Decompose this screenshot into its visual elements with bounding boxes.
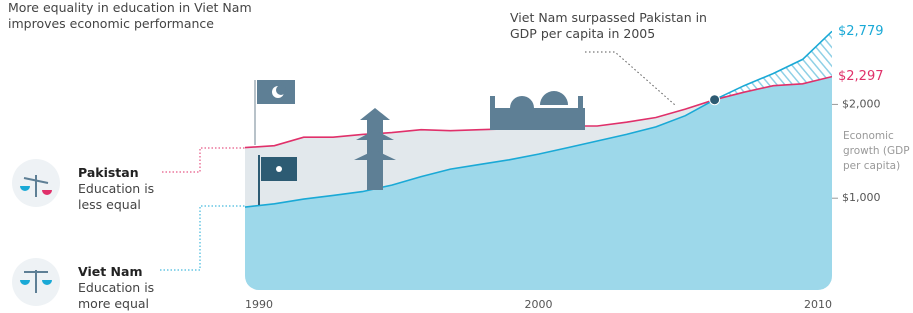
value-label: $2,297 — [838, 69, 884, 84]
infographic: $2,297 $2,779 $1,000 $2,000 1990 2000 2010 Mor… — [0, 0, 913, 313]
annotation: Viet Nam surpassed Pakistan in GDP per c… — [510, 10, 710, 42]
legend-label: Viet Nam — [78, 264, 142, 280]
legend-label: Pakistan — [78, 165, 139, 181]
crossing-marker — [710, 95, 720, 105]
x-tick-label: 2000 — [525, 298, 553, 311]
y-axis-label: Economic growth (GDP per capita) — [843, 129, 913, 174]
legend-icons — [12, 159, 60, 306]
legend-note: Education is more equal — [78, 280, 168, 312]
x-tick-label: 2010 — [804, 298, 832, 311]
x-tick-label: 1990 — [245, 298, 273, 311]
value-label: $2,779 — [838, 24, 884, 39]
y-tick-label: $2,000 — [842, 97, 881, 110]
connector — [160, 206, 245, 270]
title: More equality in education in Viet Nam i… — [8, 0, 288, 32]
connector — [162, 148, 245, 172]
connector — [585, 52, 675, 105]
y-tick-label: $1,000 — [842, 191, 881, 204]
legend-note: Education is less equal — [78, 181, 168, 213]
